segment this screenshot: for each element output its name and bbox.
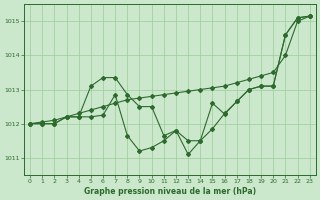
X-axis label: Graphe pression niveau de la mer (hPa): Graphe pression niveau de la mer (hPa) xyxy=(84,187,256,196)
